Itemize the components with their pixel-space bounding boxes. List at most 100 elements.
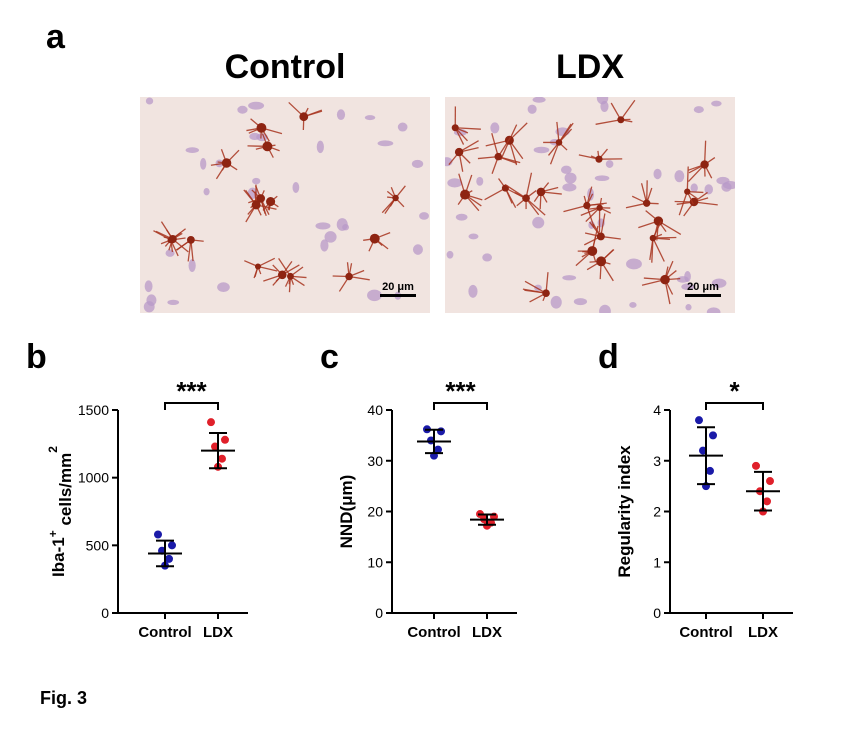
ldx-scale-bar: 20 μm xyxy=(685,281,721,297)
nucleus xyxy=(676,276,689,283)
series-ldx xyxy=(470,510,504,530)
microglia-soma xyxy=(451,124,459,132)
nucleus xyxy=(144,280,153,293)
y-tick-label: 0 xyxy=(375,605,383,621)
microglia-process xyxy=(678,191,688,216)
ldx-micrograph-image xyxy=(445,97,735,313)
y-tick-label: 0 xyxy=(101,605,109,621)
nucleus xyxy=(550,295,562,309)
panel-letter-d: d xyxy=(598,338,619,376)
nucleus xyxy=(364,115,376,121)
microglia-cell xyxy=(583,213,621,246)
microglia-soma xyxy=(684,188,691,195)
microglia-soma xyxy=(522,194,530,203)
nucleus xyxy=(594,175,610,182)
y-axis-label-part: cells/mm xyxy=(56,453,75,531)
nucleus xyxy=(626,258,642,270)
y-axis-label-part: 2 xyxy=(46,446,60,453)
control-scale-bar: 20 μm xyxy=(380,281,416,297)
microglia-process xyxy=(497,136,512,157)
microglia-process xyxy=(620,99,636,121)
series-control xyxy=(417,425,451,460)
y-tick-label: 1000 xyxy=(78,470,109,486)
microglia-process xyxy=(257,265,278,272)
microglia-cell xyxy=(625,180,659,209)
microglia-cell xyxy=(243,184,277,223)
microglia-process xyxy=(278,257,291,277)
microglia-soma xyxy=(494,152,503,161)
microglia-cell xyxy=(641,260,681,305)
microglia-cell xyxy=(575,225,599,267)
nucleus xyxy=(252,177,261,185)
nucleus xyxy=(248,101,265,110)
y-axis-label-part: + xyxy=(46,530,60,537)
y-tick-label: 0 xyxy=(653,605,661,621)
nucleus xyxy=(336,218,348,231)
nucleus xyxy=(336,109,346,121)
microglia-cell xyxy=(678,166,704,216)
microglia-cell xyxy=(533,182,562,210)
nucleus xyxy=(674,170,685,183)
y-axis-label-part: Iba-1 xyxy=(49,537,68,577)
nucleus xyxy=(145,97,154,105)
microglia-soma xyxy=(700,160,709,169)
nucleus xyxy=(200,158,207,170)
microglia-cell xyxy=(244,257,278,279)
chart-d: 0 1 2 3 4 Control LDX Regularity index * xyxy=(615,376,793,641)
nucleus xyxy=(367,289,382,302)
nucleus xyxy=(573,298,588,306)
microglia-cell xyxy=(175,236,204,262)
nucleus xyxy=(324,231,337,243)
nucleus xyxy=(476,176,484,186)
nucleus xyxy=(167,299,180,306)
microglia-cell xyxy=(262,195,279,211)
microglia-soma xyxy=(617,116,625,124)
microglia-process xyxy=(525,197,546,216)
nucleus xyxy=(690,183,698,193)
data-point xyxy=(434,445,442,454)
nucleus xyxy=(711,100,722,107)
nucleus xyxy=(468,284,478,298)
series-ldx xyxy=(746,461,780,516)
microglia-soma xyxy=(595,155,603,163)
microglia-cell xyxy=(155,221,189,253)
nucleus xyxy=(716,176,730,185)
y-tick-label: 3 xyxy=(653,453,661,469)
microglia-process xyxy=(585,207,601,222)
microglia-soma xyxy=(277,270,287,280)
chart-c: 0 10 20 30 40 Control LDX NND(μm) *** xyxy=(337,376,517,641)
microglia-soma xyxy=(287,272,294,280)
ldx-image-title: LDX xyxy=(556,48,624,86)
nucleus xyxy=(564,172,577,184)
significance-bracket xyxy=(433,402,488,410)
nucleus xyxy=(412,244,423,255)
microglia-soma xyxy=(168,234,177,244)
microglia-soma xyxy=(555,139,563,146)
x-tick-label: Control xyxy=(138,624,191,641)
nucleus xyxy=(532,216,545,229)
microglia-process xyxy=(686,166,689,192)
microglia-cell xyxy=(332,262,370,292)
microglia-process xyxy=(484,187,506,201)
microglia-soma xyxy=(596,204,603,211)
microglia-cell xyxy=(578,148,623,163)
y-tick-label: 40 xyxy=(367,402,383,418)
microglia-soma xyxy=(256,194,266,203)
nucleus xyxy=(711,278,727,288)
microglia-soma xyxy=(536,187,546,197)
significance-label: *** xyxy=(176,376,207,406)
microglia-soma xyxy=(454,147,464,157)
nucleus xyxy=(217,282,230,292)
nucleus xyxy=(605,160,614,168)
nucleus xyxy=(653,168,662,180)
microglia-soma xyxy=(262,141,273,152)
data-point xyxy=(752,461,760,470)
microglia-cell xyxy=(210,148,240,180)
microglia-soma xyxy=(587,246,598,256)
nucleus xyxy=(533,146,550,154)
x-tick-label: LDX xyxy=(472,624,502,641)
nucleus xyxy=(188,259,196,273)
x-tick-label: Control xyxy=(679,624,732,641)
nucleus xyxy=(562,183,577,192)
